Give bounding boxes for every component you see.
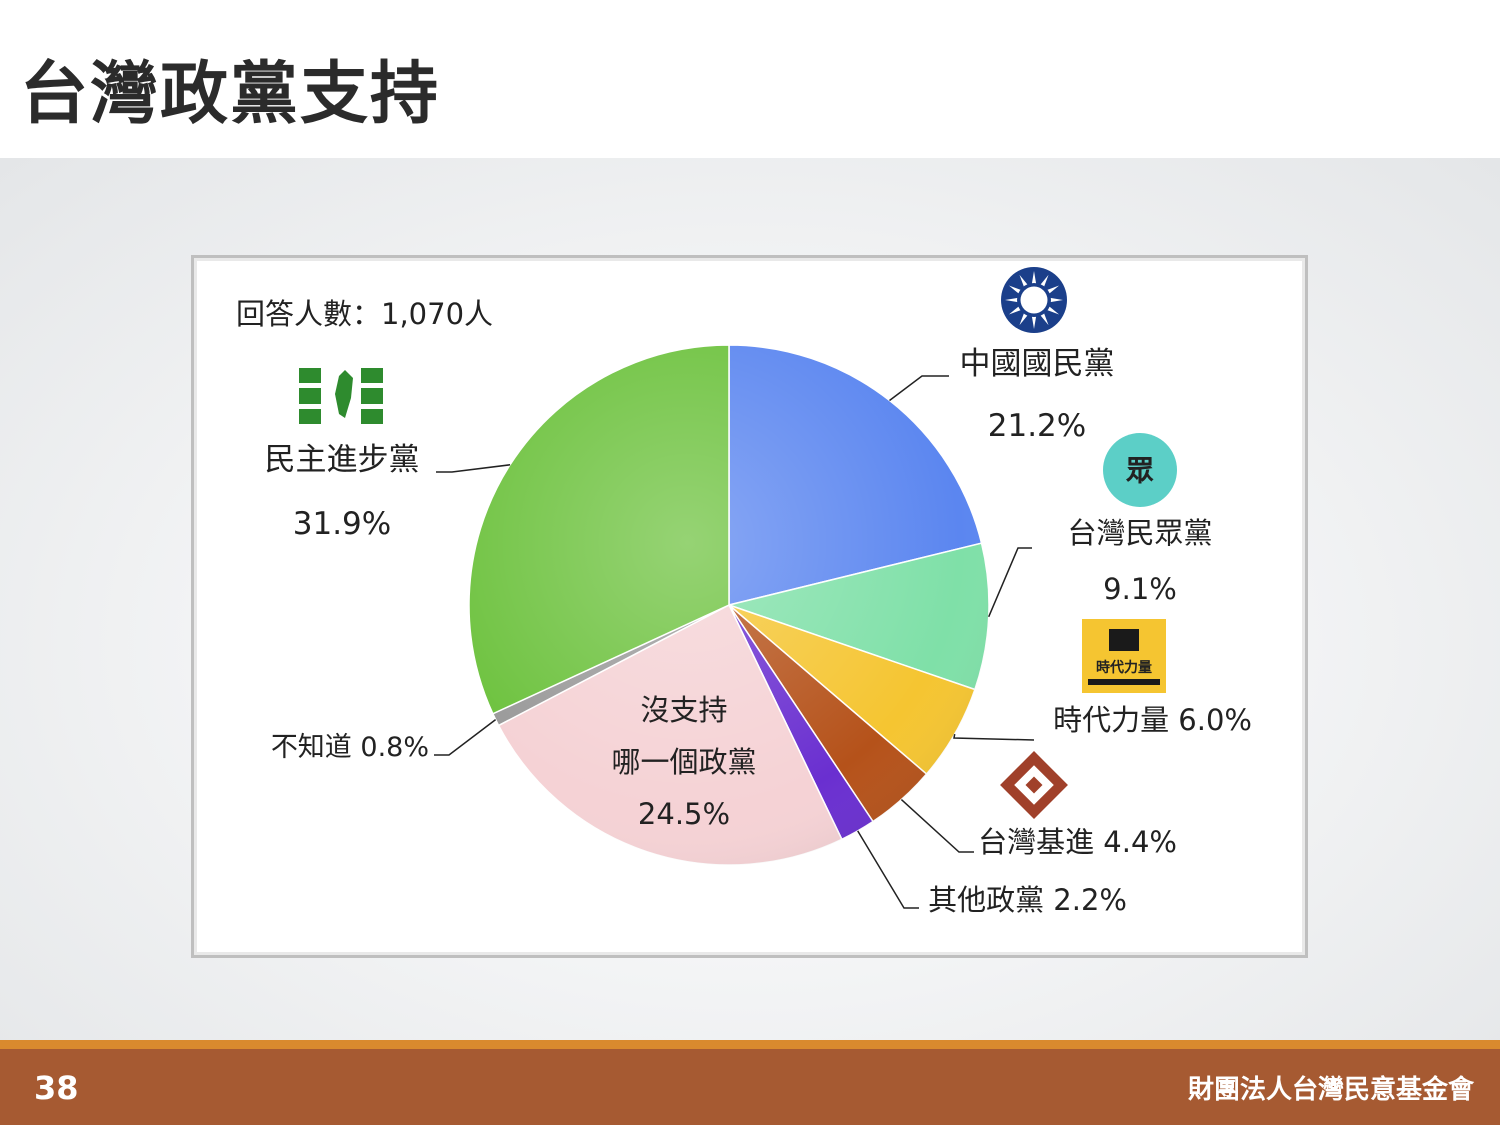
leader-line-tpp: [988, 547, 1032, 618]
slice-label-none: 24.5%: [638, 797, 730, 831]
slice-label-tpp: 9.1%: [1103, 572, 1177, 606]
page-number: 38: [34, 1069, 79, 1107]
slice-label-tsp: 台灣基進 4.4%: [978, 825, 1177, 859]
slice-label-other: 其他政黨 2.2%: [928, 883, 1127, 917]
pie-chart: 回答人數：1,070人 眾 時代力量: [236, 267, 1252, 917]
slice-label-unknown: 不知道 0.8%: [271, 732, 429, 763]
tsp-logo-icon: [1000, 751, 1068, 819]
footer-bar: 38 財團法人台灣民意基金會: [0, 1049, 1500, 1125]
respondent-count: 回答人數：1,070人: [236, 297, 493, 331]
footer-accent-line: [0, 1040, 1500, 1049]
leader-line-kmt: [889, 375, 949, 402]
leader-line-unknown: [434, 719, 497, 756]
chart-panel: 回答人數：1,070人 眾 時代力量: [191, 255, 1308, 958]
slide-title: 台灣政黨支持: [20, 55, 441, 134]
slice-label-dpp: 民主進步黨: [265, 442, 420, 478]
slice-label-kmt: 中國國民黨: [960, 346, 1115, 382]
slice-label-none: 沒支持: [640, 693, 727, 727]
leader-line-other: [857, 830, 919, 909]
dpp-flag-icon: [299, 368, 383, 424]
slice-label-none: 哪一個政黨: [611, 745, 756, 779]
kmt-emblem-icon: [1001, 267, 1067, 333]
slice-label-dpp: 31.9%: [293, 506, 391, 542]
slice-label-kmt: 21.2%: [988, 408, 1086, 444]
tpp-logo-icon: 眾: [1103, 433, 1177, 507]
svg-text:時代力量: 時代力量: [1096, 659, 1152, 676]
npp-logo-icon: 時代力量: [1082, 619, 1166, 693]
svg-text:眾: 眾: [1125, 454, 1154, 487]
leader-line-tsp: [900, 799, 974, 853]
leader-line-dpp: [436, 464, 511, 473]
organization-name: 財團法人台灣民意基金會: [1187, 1075, 1474, 1105]
slice-label-tpp: 台灣民眾黨: [1067, 516, 1212, 550]
leader-line-npp: [953, 733, 1035, 741]
slice-label-npp: 時代力量 6.0%: [1053, 703, 1252, 737]
